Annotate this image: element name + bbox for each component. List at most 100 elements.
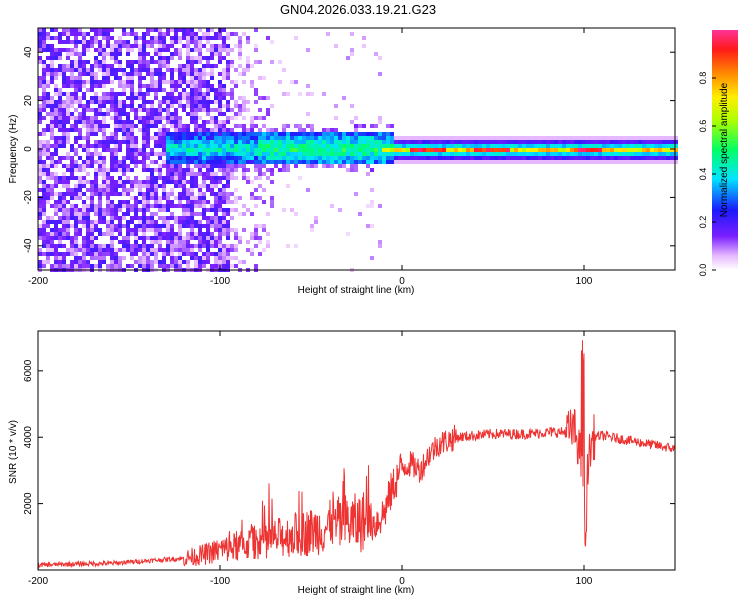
spectrogram-cell (110, 100, 114, 104)
spectrogram-cell (206, 260, 210, 264)
spectrogram-cell (90, 124, 94, 128)
spectrogram-cell (278, 136, 282, 140)
spectrogram-cell (166, 144, 170, 148)
spectrogram-cell (294, 244, 298, 248)
spectrogram-cell (146, 116, 150, 120)
spectrogram-cell (50, 68, 54, 72)
spectrogram-cell (50, 240, 54, 244)
spectrogram-cell (598, 148, 602, 152)
spectrogram-cell (134, 112, 138, 116)
spectrogram-cell (586, 148, 590, 152)
spectrogram-cell (190, 56, 194, 60)
spectrogram-cell (158, 244, 162, 248)
spectrogram-cell (82, 180, 86, 184)
spectrogram-cell (410, 140, 414, 144)
spectrogram-cell (38, 224, 42, 228)
spectrogram-cell (526, 136, 530, 140)
spectrogram-cell (530, 136, 534, 140)
spectrogram-cell (82, 92, 86, 96)
spectrogram-cell (154, 204, 158, 208)
spectrogram-cell (118, 112, 122, 116)
spectrogram-cell (490, 144, 494, 148)
spectrogram-cell (578, 156, 582, 160)
spectrogram-cell (98, 184, 102, 188)
spectrogram-cell (198, 256, 202, 260)
spectrogram-cell (122, 28, 126, 32)
spectrogram-cell (158, 132, 162, 136)
spectrogram-cell (142, 64, 146, 68)
spectrogram-cell (238, 40, 242, 44)
spectrogram-cell (346, 136, 350, 140)
spectrogram-cell (446, 156, 450, 160)
spectrogram-cell (74, 196, 78, 200)
spectrogram-cell (674, 144, 678, 148)
spectrogram-cell (158, 88, 162, 92)
spectrogram-cell (218, 124, 222, 128)
spectrogram-cell (114, 236, 118, 240)
spectrogram-cell (54, 204, 58, 208)
spectrogram-cell (70, 64, 74, 68)
spectrogram-cell (214, 176, 218, 180)
spectrogram-cell (78, 84, 82, 88)
spectrogram-cell (674, 140, 678, 144)
spectrogram-cell (98, 260, 102, 264)
spectrogram-cell (486, 144, 490, 148)
spectrogram-cell (190, 228, 194, 232)
spectrogram-cell (530, 152, 534, 156)
spectrogram-cell (522, 148, 526, 152)
spectrogram-cell (42, 64, 46, 68)
spectrogram-cell (610, 152, 614, 156)
spectrogram-cell (70, 168, 74, 172)
spectrogram-cell (214, 244, 218, 248)
spectrogram-cell (102, 156, 106, 160)
spectrogram-cell (506, 156, 510, 160)
spectrogram-cell (286, 140, 290, 144)
spectrogram-cell (62, 264, 66, 268)
spectrogram-cell (46, 144, 50, 148)
spectrogram-cell (202, 68, 206, 72)
spectrogram-cell (122, 164, 126, 168)
spectrogram-cell (142, 260, 146, 264)
spectrogram-cell (218, 180, 222, 184)
spectrogram-cell (74, 212, 78, 216)
spectrogram-cell (62, 80, 66, 84)
spectrogram-cell (250, 148, 254, 152)
spectrogram-cell (194, 136, 198, 140)
spectrogram-cell (66, 40, 70, 44)
spectrogram-cell (74, 216, 78, 220)
spectrogram-cell (62, 112, 66, 116)
spectrogram-cell (218, 256, 222, 260)
spectrogram-cell (78, 60, 82, 64)
spectrogram-cell (362, 160, 366, 164)
spectrogram-cell (366, 148, 370, 152)
spectrogram-cell (326, 148, 330, 152)
spectrogram-cell (222, 132, 226, 136)
spectrogram-cell (650, 140, 654, 144)
spectrogram-cell (66, 156, 70, 160)
spectrogram-cell (182, 220, 186, 224)
spectrogram-cell (546, 148, 550, 152)
spectrogram-cell (166, 216, 170, 220)
spectrogram-cell (66, 112, 70, 116)
spectrogram-cell (358, 140, 362, 144)
spectrogram-cell (214, 152, 218, 156)
spectrogram-cell (170, 28, 174, 32)
colorbar: 0.00.20.40.60.8 Normalized spectral ampl… (698, 30, 738, 276)
spectrogram-cell (262, 140, 266, 144)
spectrogram-cell (94, 48, 98, 52)
spectrogram-cell (222, 124, 226, 128)
spectrogram-cell (50, 116, 54, 120)
spectrogram-cell (78, 216, 82, 220)
spectrogram-cell (222, 120, 226, 124)
spectrogram-cell (130, 84, 134, 88)
spectrogram-cell (638, 156, 642, 160)
spectrogram-cell (202, 172, 206, 176)
spectrogram-cell (66, 264, 70, 268)
spectrogram-cell (522, 144, 526, 148)
spectrogram-cell (382, 136, 386, 140)
snr-y-tick-label: 2000 (23, 492, 34, 515)
spectrogram-cell (634, 160, 638, 164)
spectrogram-cell (414, 156, 418, 160)
spectrogram-cell (114, 72, 118, 76)
spectrogram-cell (370, 136, 374, 140)
